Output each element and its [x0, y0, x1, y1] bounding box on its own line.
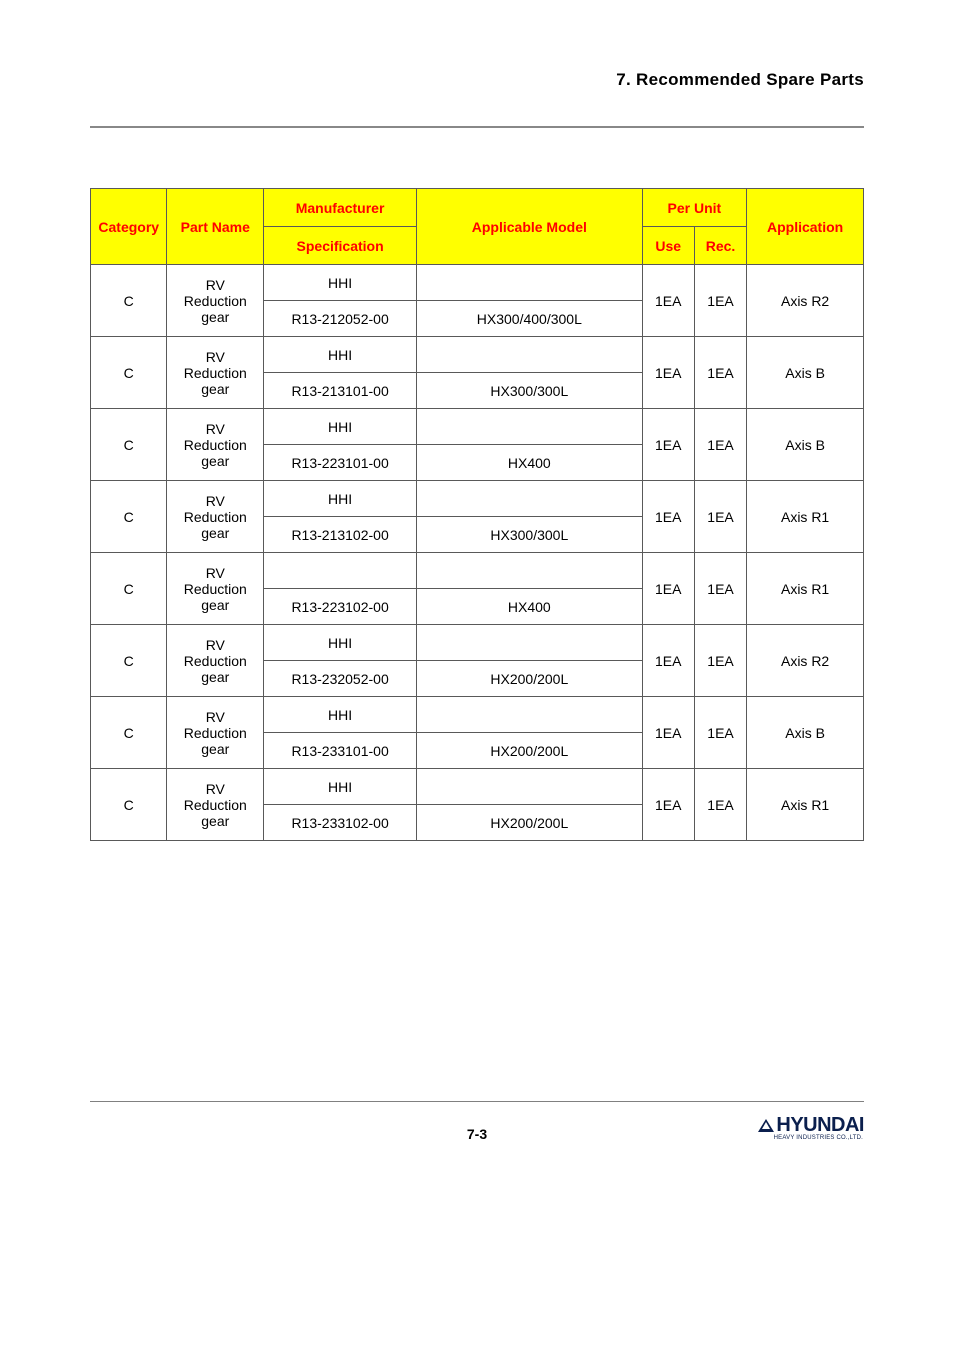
cell-part-name: RV Reduction gear [167, 265, 264, 337]
section-title-text: 7. Recommended Spare Parts [616, 70, 864, 89]
cell-specification: R13-232052-00 [264, 661, 417, 697]
cell-category: C [91, 409, 167, 481]
cell-category: C [91, 697, 167, 769]
cell-model-top [417, 769, 642, 805]
triangle-icon [758, 1119, 774, 1132]
cell-model-top [417, 265, 642, 301]
cell-specification: R13-213102-00 [264, 517, 417, 553]
cell-use: 1EA [642, 481, 694, 553]
cell-application: Axis R1 [747, 553, 864, 625]
cell-rec: 1EA [694, 769, 746, 841]
cell-part-name: RV Reduction gear [167, 553, 264, 625]
cell-model-top [417, 337, 642, 373]
th-part-name: Part Name [167, 189, 264, 265]
cell-manufacturer [264, 553, 417, 589]
section-title: 7. Recommended Spare Parts [90, 70, 864, 90]
cell-part-name: RV Reduction gear [167, 481, 264, 553]
cell-manufacturer: HHI [264, 409, 417, 445]
cell-manufacturer: HHI [264, 625, 417, 661]
cell-specification: R13-223102-00 [264, 589, 417, 625]
cell-manufacturer: HHI [264, 769, 417, 805]
brand-logo-text: HYUNDAI [776, 1114, 864, 1137]
cell-rec: 1EA [694, 337, 746, 409]
cell-model-bottom: HX400 [417, 589, 642, 625]
th-category: Category [91, 189, 167, 265]
cell-model-bottom: HX300/400/300L [417, 301, 642, 337]
cell-use: 1EA [642, 265, 694, 337]
cell-use: 1EA [642, 769, 694, 841]
cell-rec: 1EA [694, 265, 746, 337]
cell-model-bottom: HX200/200L [417, 661, 642, 697]
cell-manufacturer: HHI [264, 697, 417, 733]
cell-model-bottom: HX200/200L [417, 733, 642, 769]
cell-part-name: RV Reduction gear [167, 625, 264, 697]
cell-model-top [417, 481, 642, 517]
th-per-unit: Per Unit [642, 189, 747, 227]
cell-rec: 1EA [694, 481, 746, 553]
cell-specification: R13-223101-00 [264, 445, 417, 481]
cell-manufacturer: HHI [264, 481, 417, 517]
cell-part-name: RV Reduction gear [167, 769, 264, 841]
cell-model-top [417, 409, 642, 445]
cell-application: Axis B [747, 337, 864, 409]
cell-manufacturer: HHI [264, 337, 417, 373]
cell-part-name: RV Reduction gear [167, 337, 264, 409]
th-application: Application [747, 189, 864, 265]
table-head: Category Part Name Manufacturer Applicab… [91, 189, 864, 265]
cell-category: C [91, 769, 167, 841]
cell-use: 1EA [642, 697, 694, 769]
cell-specification: R13-212052-00 [264, 301, 417, 337]
cell-part-name: RV Reduction gear [167, 409, 264, 481]
cell-application: Axis R2 [747, 265, 864, 337]
cell-model-top [417, 553, 642, 589]
cell-specification: R13-233102-00 [264, 805, 417, 841]
cell-model-top [417, 697, 642, 733]
cell-category: C [91, 625, 167, 697]
th-use: Use [642, 227, 694, 265]
cell-rec: 1EA [694, 697, 746, 769]
brand-logo-line: HYUNDAI [758, 1114, 864, 1137]
horizontal-rule [90, 126, 864, 128]
cell-manufacturer: HHI [264, 265, 417, 301]
cell-part-name: RV Reduction gear [167, 697, 264, 769]
cell-model-top [417, 625, 642, 661]
cell-category: C [91, 481, 167, 553]
cell-use: 1EA [642, 625, 694, 697]
cell-application: Axis R1 [747, 769, 864, 841]
th-specification: Specification [264, 227, 417, 265]
cell-model-bottom: HX400 [417, 445, 642, 481]
cell-model-bottom: HX200/200L [417, 805, 642, 841]
cell-use: 1EA [642, 553, 694, 625]
cell-use: 1EA [642, 337, 694, 409]
cell-rec: 1EA [694, 409, 746, 481]
cell-category: C [91, 337, 167, 409]
cell-category: C [91, 553, 167, 625]
cell-application: Axis B [747, 409, 864, 481]
cell-application: Axis R2 [747, 625, 864, 697]
table-body: CRV Reduction gearHHI1EA1EAAxis R2R13-21… [91, 265, 864, 841]
document-page: 7. Recommended Spare Parts Category Part… [0, 0, 954, 1201]
brand-logo-subtext: HEAVY INDUSTRIES CO.,LTD. [758, 1135, 864, 1141]
cell-category: C [91, 265, 167, 337]
cell-use: 1EA [642, 409, 694, 481]
th-applicable-model: Applicable Model [417, 189, 642, 265]
spare-parts-table: Category Part Name Manufacturer Applicab… [90, 188, 864, 841]
cell-specification: R13-213101-00 [264, 373, 417, 409]
th-rec: Rec. [694, 227, 746, 265]
brand-logo: HYUNDAI HEAVY INDUSTRIES CO.,LTD. [758, 1114, 864, 1141]
page-number: 7-3 [90, 1126, 864, 1142]
cell-application: Axis B [747, 697, 864, 769]
cell-rec: 1EA [694, 553, 746, 625]
page-footer: 7-3 HYUNDAI HEAVY INDUSTRIES CO.,LTD. [90, 1101, 864, 1161]
th-manufacturer: Manufacturer [264, 189, 417, 227]
cell-application: Axis R1 [747, 481, 864, 553]
cell-model-bottom: HX300/300L [417, 373, 642, 409]
cell-rec: 1EA [694, 625, 746, 697]
cell-specification: R13-233101-00 [264, 733, 417, 769]
cell-model-bottom: HX300/300L [417, 517, 642, 553]
